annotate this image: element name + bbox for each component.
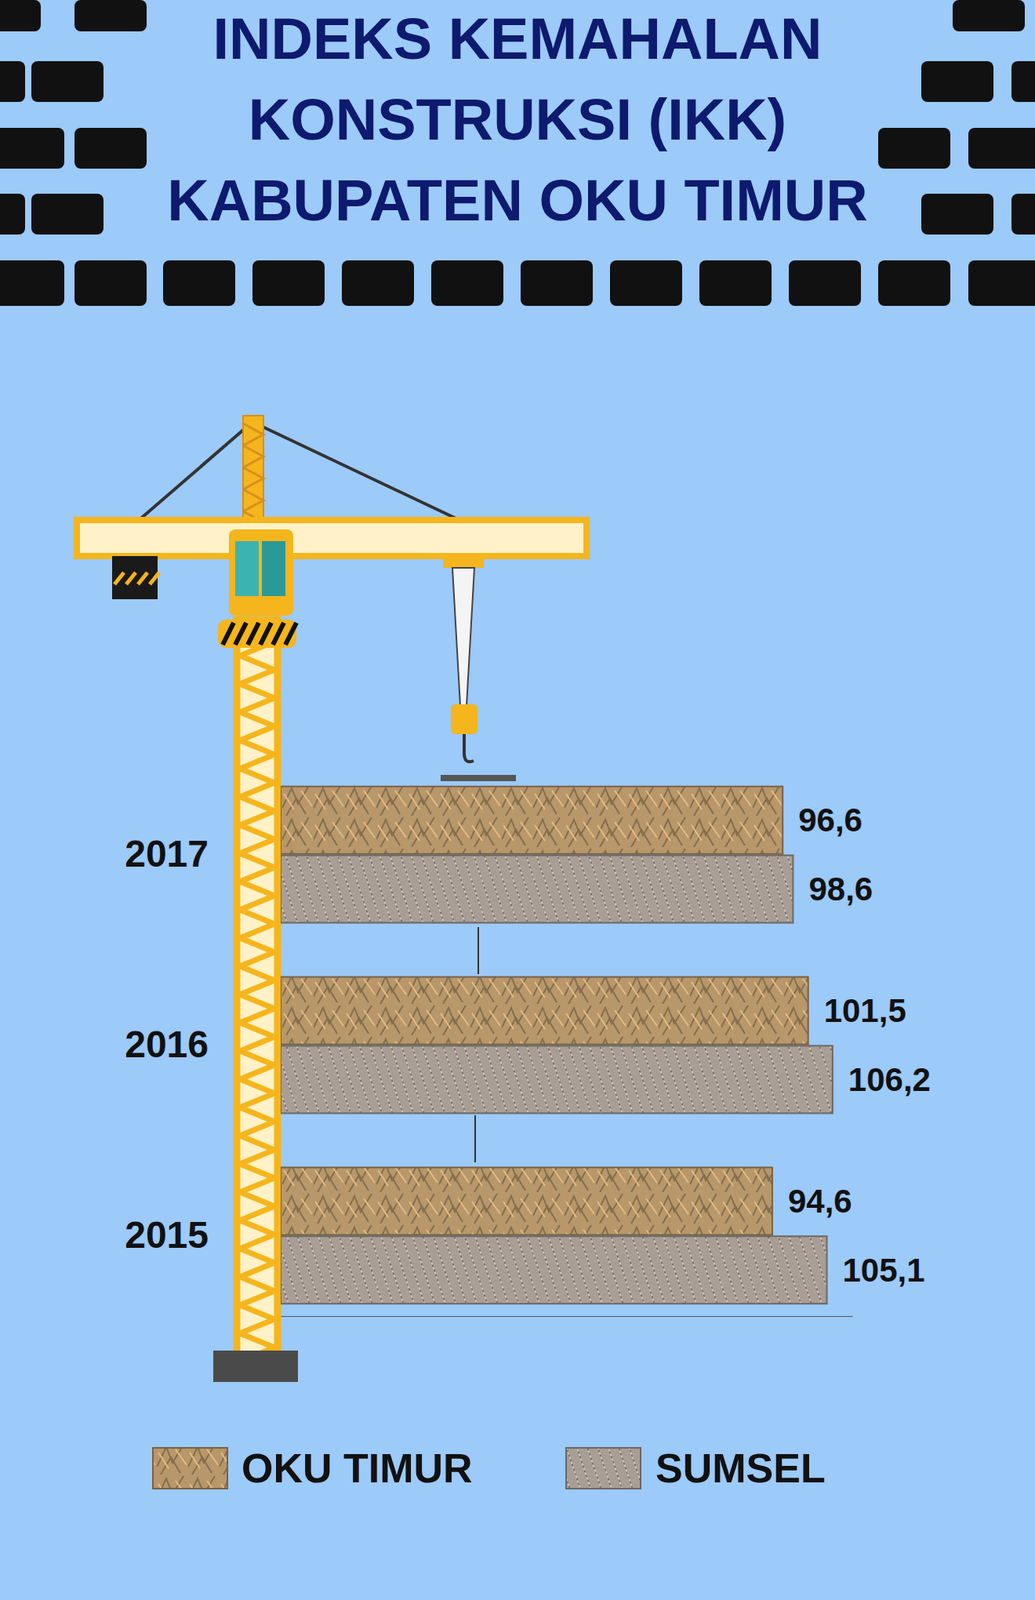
brick (0, 193, 26, 235)
background (0, 0, 1035, 1600)
brick (1011, 193, 1035, 235)
bar (280, 1235, 828, 1304)
brick (31, 193, 104, 235)
brick (0, 127, 65, 169)
brick (74, 0, 147, 32)
crane-hook-block (450, 704, 478, 734)
brick (788, 260, 861, 306)
title-line: KONSTRUKSI (IKK) (248, 87, 788, 153)
data-label: 101,5 (824, 991, 907, 1029)
crane-stripe (272, 622, 284, 645)
data-label: 94,6 (788, 1182, 853, 1220)
tick-label: 2016 (124, 1023, 209, 1065)
crane-plate (440, 774, 516, 781)
bar (280, 855, 793, 923)
value-axis-line (281, 1315, 854, 1317)
legend-label: OKU TIMUR (241, 1445, 473, 1491)
crane-hook-cable (452, 567, 475, 706)
brick (341, 260, 414, 306)
title-line: KABUPATEN OKU TIMUR (167, 167, 868, 233)
bars (280, 786, 833, 1304)
legend-swatch (152, 1447, 228, 1489)
brick (431, 260, 504, 306)
tick-label: 2015 (124, 1213, 209, 1256)
crane-stripe (235, 622, 247, 645)
tick: 2017 (124, 832, 209, 875)
crane-cab (228, 529, 294, 616)
brick (921, 61, 994, 102)
title-line: INDEKS KEMAHALAN (213, 6, 823, 72)
brick (31, 61, 104, 102)
brick (520, 260, 593, 306)
data-label: 96,6 (798, 801, 863, 839)
crane-window (261, 541, 286, 596)
crane-hook (464, 733, 474, 762)
tick: 2016 (124, 1023, 209, 1065)
crane-cable (252, 421, 463, 522)
category-axis: 2017 2016 2015 (124, 832, 209, 1256)
tick: 2015 (124, 1213, 209, 1256)
connector-line (477, 926, 480, 974)
legend: OKU TIMUR SUMSEL (152, 1445, 826, 1491)
brick (74, 127, 147, 169)
brick (878, 127, 951, 169)
data-label: 105,1 (842, 1251, 926, 1289)
crane-stripe (285, 622, 297, 645)
crane-stripe (126, 572, 136, 585)
crane-ring (217, 619, 297, 648)
brick (0, 61, 26, 102)
legend-label: SUMSEL (655, 1445, 826, 1491)
brick (952, 0, 1025, 32)
bar (280, 786, 783, 854)
value-axis (281, 1315, 854, 1317)
brick (0, 260, 65, 306)
brick (252, 260, 325, 306)
brick-wall (0, 0, 1035, 306)
crane-stripe (260, 622, 272, 645)
brick (163, 260, 236, 306)
bar (280, 976, 809, 1045)
brick (878, 260, 951, 306)
crane-stripe (114, 572, 124, 585)
connector-line (474, 1114, 476, 1163)
crane-lattice (239, 627, 275, 1362)
crane-lattice (243, 423, 264, 446)
tick-label: 2017 (124, 832, 209, 875)
crane-mast (243, 415, 264, 534)
crane-base (213, 1350, 298, 1382)
data-label: 106,2 (848, 1060, 931, 1098)
legend-swatch (566, 1447, 641, 1489)
crane-lattice (243, 467, 264, 490)
data-label: 98,6 (808, 870, 873, 908)
data-labels: 96,6 101,5 94,6 98,6 106,2 105,1 (788, 801, 931, 1288)
chart-canvas: INDEKS KEMAHALAN KONSTRUKSI (IKK) KABUPATE… (0, 0, 1035, 1600)
brick (0, 0, 41, 32)
crane-lattice (243, 445, 264, 468)
crane-cable (137, 421, 253, 522)
brick (968, 127, 1035, 169)
crane-stripe (247, 622, 259, 645)
crane-stripe (138, 572, 148, 585)
chart-title: INDEKS KEMAHALAN KONSTRUKSI (IKK) KABUPATE… (167, 6, 868, 233)
brick (921, 193, 994, 235)
crane-stripe (222, 622, 234, 645)
brick (74, 260, 147, 306)
brick (610, 260, 683, 306)
crane-trolley (443, 553, 484, 568)
brick (699, 260, 772, 306)
crane-counterweight (112, 555, 158, 600)
bar (280, 1166, 773, 1235)
crane-jib (76, 519, 587, 556)
brick (1011, 61, 1035, 102)
crane-stripe (149, 572, 160, 585)
crane-lattice (243, 489, 264, 512)
brick (968, 260, 1035, 306)
crane-window (235, 541, 259, 596)
bar (280, 1045, 833, 1113)
